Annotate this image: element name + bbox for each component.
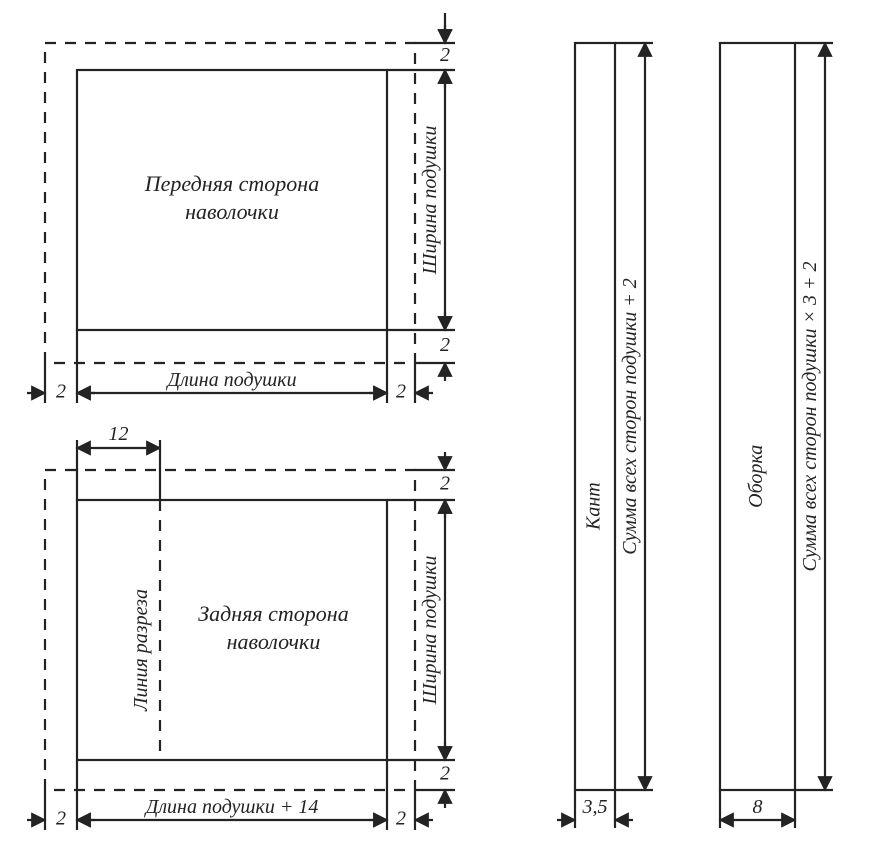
svg-text:12: 12 [109, 423, 129, 445]
svg-text:наволочки: наволочки [185, 199, 279, 224]
svg-text:Ширина подушки: Ширина подушки [419, 126, 441, 276]
svg-text:Длина подушки: Длина подушки [165, 369, 296, 391]
svg-text:2: 2 [440, 44, 450, 66]
kant-label: Кант [583, 482, 605, 531]
oborka-dim-width: 8 [753, 796, 763, 818]
front-panel-label: Передняя сторона [144, 171, 319, 196]
kant-dim-length: Сумма всех сторон подушки + 2 [619, 278, 641, 554]
svg-text:2: 2 [440, 473, 450, 495]
cut-line-label: Линия разреза [130, 589, 152, 712]
svg-text:Ширина подушки: Ширина подушки [419, 556, 441, 706]
oborka-label: Оборка [745, 445, 767, 508]
svg-text:2: 2 [396, 381, 406, 403]
svg-text:2: 2 [56, 381, 66, 403]
back-panel-label: Задняя сторона [198, 601, 348, 626]
kant-dim-width: 3,5 [582, 796, 608, 818]
svg-text:2: 2 [396, 808, 406, 830]
svg-text:2: 2 [56, 808, 66, 830]
oborka-dim-length: Сумма всех сторон подушки × 3 + 2 [799, 262, 821, 572]
svg-text:2: 2 [440, 763, 450, 785]
svg-text:2: 2 [440, 334, 450, 356]
sewing-pattern-diagram: Передняя сторона наволочки 2 Длина подушки 2… [0, 0, 887, 851]
svg-text:наволочки: наволочки [227, 629, 321, 654]
svg-text:Длина подушки + 14: Длина подушки + 14 [144, 796, 319, 818]
